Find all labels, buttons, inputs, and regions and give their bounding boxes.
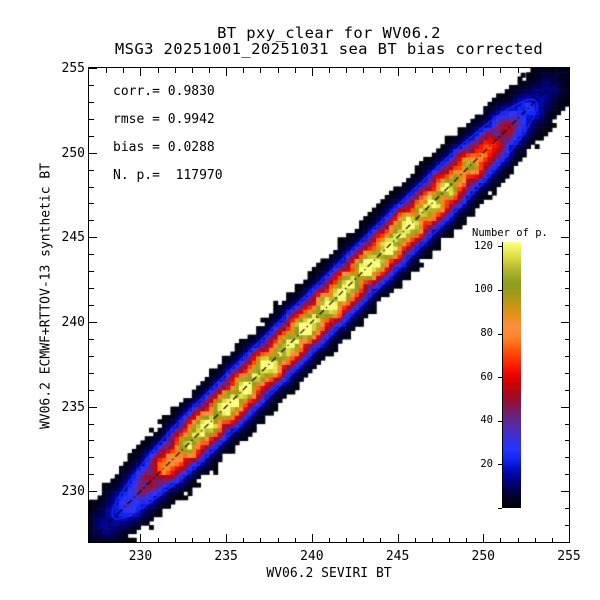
x-tick-label: 240 — [300, 549, 324, 564]
chart-title-line1: BT pxy_clear for WV06.2 — [217, 24, 441, 42]
chart-title-line2: MSG3 20251001_20251031 sea BT bias corre… — [114, 40, 544, 58]
y-tick-label: 250 — [61, 145, 85, 161]
colorbar-tick-label: 120 — [474, 239, 493, 252]
stat-n-points: N. p.= 117970 — [113, 168, 223, 183]
y-tick-label: 245 — [61, 230, 85, 246]
y-tick-label: 255 — [61, 61, 85, 76]
stat-rmse: rmse = 0.9942 — [113, 112, 215, 127]
x-tick-label: 235 — [214, 549, 238, 564]
stat-corr: corr.= 0.9830 — [113, 84, 215, 99]
colorbar-tick — [498, 289, 502, 291]
x-tick-label: 245 — [385, 549, 410, 564]
colorbar-tick-label: 40 — [480, 414, 493, 427]
colorbar-tick — [498, 508, 502, 509]
colorbar-tick — [498, 246, 502, 248]
colorbar-tick — [498, 464, 502, 466]
colorbar-tick-label: 80 — [480, 327, 493, 340]
colorbar-tick — [498, 333, 502, 335]
colorbar-tick — [498, 420, 502, 422]
x-axis-title: WV06.2 SEVIRI BT — [266, 566, 392, 581]
colorbar-tick-label: 60 — [480, 370, 493, 383]
y-tick-label: 240 — [61, 314, 85, 330]
y-axis-title: WV06.2 ECMWF+RTTOV-13 synthetic BT — [38, 162, 54, 430]
stat-bias: bias = 0.0288 — [113, 140, 215, 155]
colorbar-gradient — [502, 242, 521, 508]
y-tick-label: 235 — [61, 399, 85, 415]
colorbar-tick — [498, 377, 502, 379]
colorbar-tick-label: 100 — [474, 283, 493, 296]
colorbar-title: Number of p. — [472, 227, 548, 239]
x-tick-label: 250 — [471, 549, 496, 564]
x-tick-label: 255 — [557, 549, 581, 564]
plot-frame — [88, 67, 570, 543]
colorbar-tick-label: 20 — [480, 457, 493, 470]
y-tick-label: 230 — [61, 484, 85, 500]
x-tick-label: 230 — [128, 549, 153, 564]
density-plot-canvas — [89, 68, 569, 542]
